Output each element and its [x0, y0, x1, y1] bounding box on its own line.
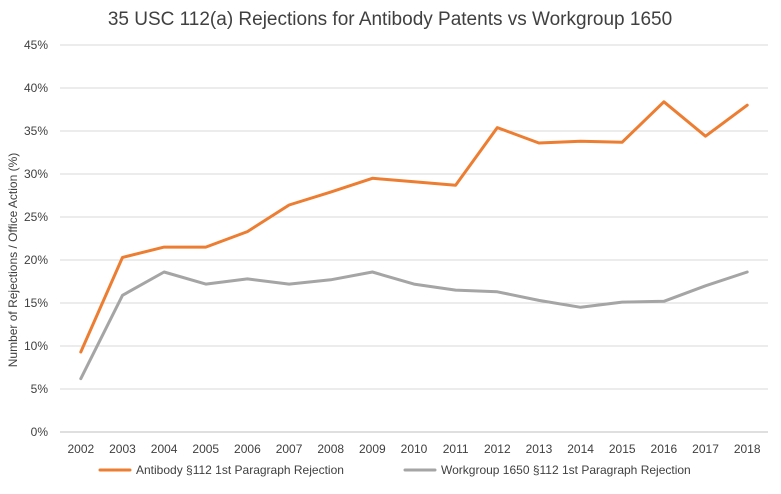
x-tick-label: 2009	[359, 442, 386, 456]
chart-title: 35 USC 112(a) Rejections for Antibody Pa…	[108, 9, 672, 30]
x-tick-label: 2003	[109, 442, 136, 456]
y-axis-ticks: 0% 5% 10% 15% 20% 25% 30% 35% 40% 45%	[24, 38, 48, 439]
x-tick-label: 2017	[692, 442, 719, 456]
y-tick-label: 20%	[24, 253, 48, 267]
series-line-antibody	[79, 100, 749, 354]
x-tick-label: 2010	[401, 442, 428, 456]
x-tick-label: 2004	[151, 442, 178, 456]
series-lines	[79, 100, 749, 381]
x-tick-label: 2007	[276, 442, 303, 456]
legend-entry-antibody: Antibody §112 1st Paragraph Rejection	[98, 463, 344, 477]
legend: Antibody §112 1st Paragraph Rejection Wor…	[98, 463, 691, 477]
y-tick-label: 10%	[24, 339, 48, 353]
y-tick-label: 5%	[31, 382, 49, 396]
x-tick-label: 2016	[651, 442, 678, 456]
y-tick-label: 30%	[24, 167, 48, 181]
x-tick-label: 2005	[192, 442, 219, 456]
x-tick-label: 2015	[609, 442, 636, 456]
legend-entry-workgroup-1650: Workgroup 1650 §112 1st Paragraph Reject…	[403, 463, 691, 477]
x-tick-label: 2012	[484, 442, 511, 456]
y-tick-label: 40%	[24, 81, 48, 95]
series-line-workgroup-1650	[79, 270, 749, 381]
y-tick-label: 0%	[31, 425, 49, 439]
y-axis-label: Number of Rejections / Office Action (%)	[6, 153, 20, 368]
x-tick-label: 2006	[234, 442, 261, 456]
x-tick-label: 2002	[67, 442, 94, 456]
y-tick-label: 25%	[24, 210, 48, 224]
legend-label: Workgroup 1650 §112 1st Paragraph Reject…	[441, 463, 691, 477]
legend-label: Antibody §112 1st Paragraph Rejection	[136, 463, 344, 477]
x-tick-label: 2008	[317, 442, 344, 456]
x-tick-label: 2018	[734, 442, 761, 456]
gridlines	[60, 44, 768, 433]
y-tick-label: 15%	[24, 296, 48, 310]
y-tick-label: 35%	[24, 124, 48, 138]
x-axis-ticks: 2002 2003 2004 2005 2006 2007 2008 2009 2010 2011…	[67, 442, 760, 456]
y-tick-label: 45%	[24, 38, 48, 52]
x-tick-label: 2014	[567, 442, 594, 456]
x-tick-label: 2011	[443, 442, 469, 456]
x-tick-label: 2013	[526, 442, 553, 456]
